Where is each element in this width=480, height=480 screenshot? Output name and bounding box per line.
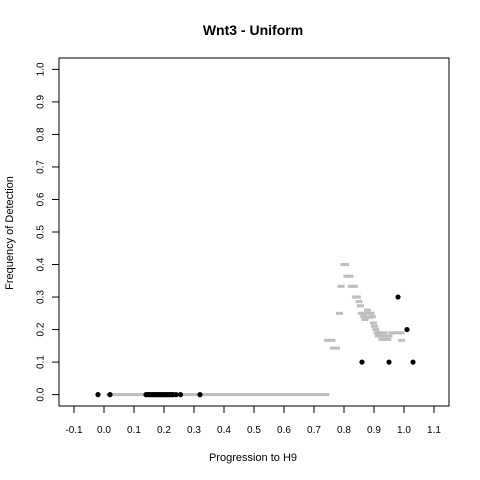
data-point: [337, 284, 345, 288]
data-point: [361, 317, 369, 321]
x-tick-label: 0.8: [337, 425, 351, 436]
data-point: [118, 393, 126, 397]
data-point: [197, 392, 203, 398]
data-point: [292, 393, 300, 397]
data-point: [371, 324, 379, 328]
data-point: [384, 337, 392, 341]
data-point: [112, 393, 120, 397]
data-point: [220, 393, 228, 397]
data-point: [359, 359, 365, 365]
data-point: [351, 284, 358, 288]
data-point: [355, 300, 363, 304]
data-point: [404, 326, 410, 333]
y-tick-label: 0.3: [36, 290, 47, 304]
y-tick-label: 0.1: [36, 355, 47, 369]
y-tick-label: 0.8: [36, 127, 47, 141]
y-tick-label: 0.7: [36, 160, 47, 174]
data-point: [398, 338, 406, 342]
data-point: [380, 331, 388, 335]
y-tick-label: 0.9: [36, 95, 47, 109]
x-axis: -0.1 0.0 0.1 0.2 0.3 0.4 0.5 0.6 0.7 0.8 0.9 1.0 1.1: [65, 405, 441, 436]
data-point: [238, 393, 246, 397]
data-point: [304, 393, 312, 397]
data-point: [286, 393, 294, 397]
data-point: [124, 393, 132, 397]
data-point: [190, 393, 198, 397]
data-point: [369, 321, 377, 325]
y-tick-label: 1.0: [36, 62, 47, 76]
data-point: [173, 392, 179, 398]
data-point: [136, 393, 144, 397]
y-axis: 0.0 0.1 0.2 0.3 0.4 0.5 0.6 0.7 0.8 0.9 1.0: [36, 62, 60, 402]
x-tick-label: 0.4: [217, 425, 231, 436]
data-point: [359, 311, 367, 315]
data-point: [250, 393, 258, 397]
data-point: [357, 304, 364, 308]
x-tick-label: 0.7: [307, 425, 321, 436]
data-point: [372, 328, 380, 332]
data-point: [395, 294, 401, 300]
y-tick-label: 0.0: [36, 387, 47, 401]
data-point: [385, 334, 393, 338]
data-point: [363, 308, 371, 312]
x-tick-label: 0.5: [247, 425, 261, 436]
data-point: [262, 393, 270, 397]
data-point: [336, 311, 343, 315]
data-point: [342, 263, 349, 267]
x-tick-label: 0.0: [97, 425, 111, 436]
x-axis-label: Progression to H9: [209, 452, 297, 464]
x-tick-label: 1.0: [397, 425, 411, 436]
data-point: [378, 337, 386, 341]
x-tick-label: 0.1: [127, 425, 141, 436]
data-point: [367, 311, 375, 315]
data-point: [333, 346, 340, 350]
data-point: [346, 274, 354, 278]
data-point: [274, 393, 282, 397]
data-point: [232, 393, 240, 397]
data-point: [184, 393, 192, 397]
data-point: [177, 392, 184, 398]
y-axis-label: Frequency of Detection: [4, 176, 16, 290]
data-point: [244, 393, 252, 397]
data-point: [375, 331, 383, 335]
plot-area-frame: [58, 57, 450, 407]
data-point: [214, 393, 222, 397]
y-tick-label: 0.6: [36, 192, 47, 206]
x-tick-label: 1.1: [427, 425, 441, 436]
data-point: [322, 393, 330, 397]
y-tick-label: 0.5: [36, 225, 47, 239]
chart-title: Wnt3 - Uniform: [203, 22, 303, 38]
x-tick-label: -0.1: [65, 425, 83, 436]
data-point: [226, 393, 234, 397]
data-point: [268, 393, 276, 397]
data-point: [328, 338, 336, 342]
x-tick-label: 0.2: [157, 425, 171, 436]
data-point: [130, 393, 138, 397]
data-point: [379, 334, 387, 338]
y-tick-label: 0.2: [36, 322, 47, 336]
data-point: [280, 393, 288, 397]
data-point: [256, 393, 264, 397]
data-point: [316, 393, 324, 397]
data-point: [410, 359, 416, 365]
x-tick-label: 0.3: [187, 425, 201, 436]
data-point: [202, 393, 210, 397]
data-point: [298, 393, 306, 397]
data-point: [354, 295, 361, 299]
data-point: [310, 393, 318, 397]
data-point: [95, 392, 101, 398]
x-tick-label: 0.9: [367, 425, 381, 436]
data-point: [324, 338, 331, 342]
data-points: [95, 263, 416, 398]
data-point: [208, 393, 216, 397]
data-point: [107, 392, 113, 398]
y-tick-label: 0.4: [36, 257, 47, 271]
data-point: [360, 315, 368, 319]
x-tick-label: 0.6: [277, 425, 291, 436]
data-point: [368, 315, 376, 319]
data-point: [397, 331, 405, 335]
data-point: [386, 359, 392, 365]
